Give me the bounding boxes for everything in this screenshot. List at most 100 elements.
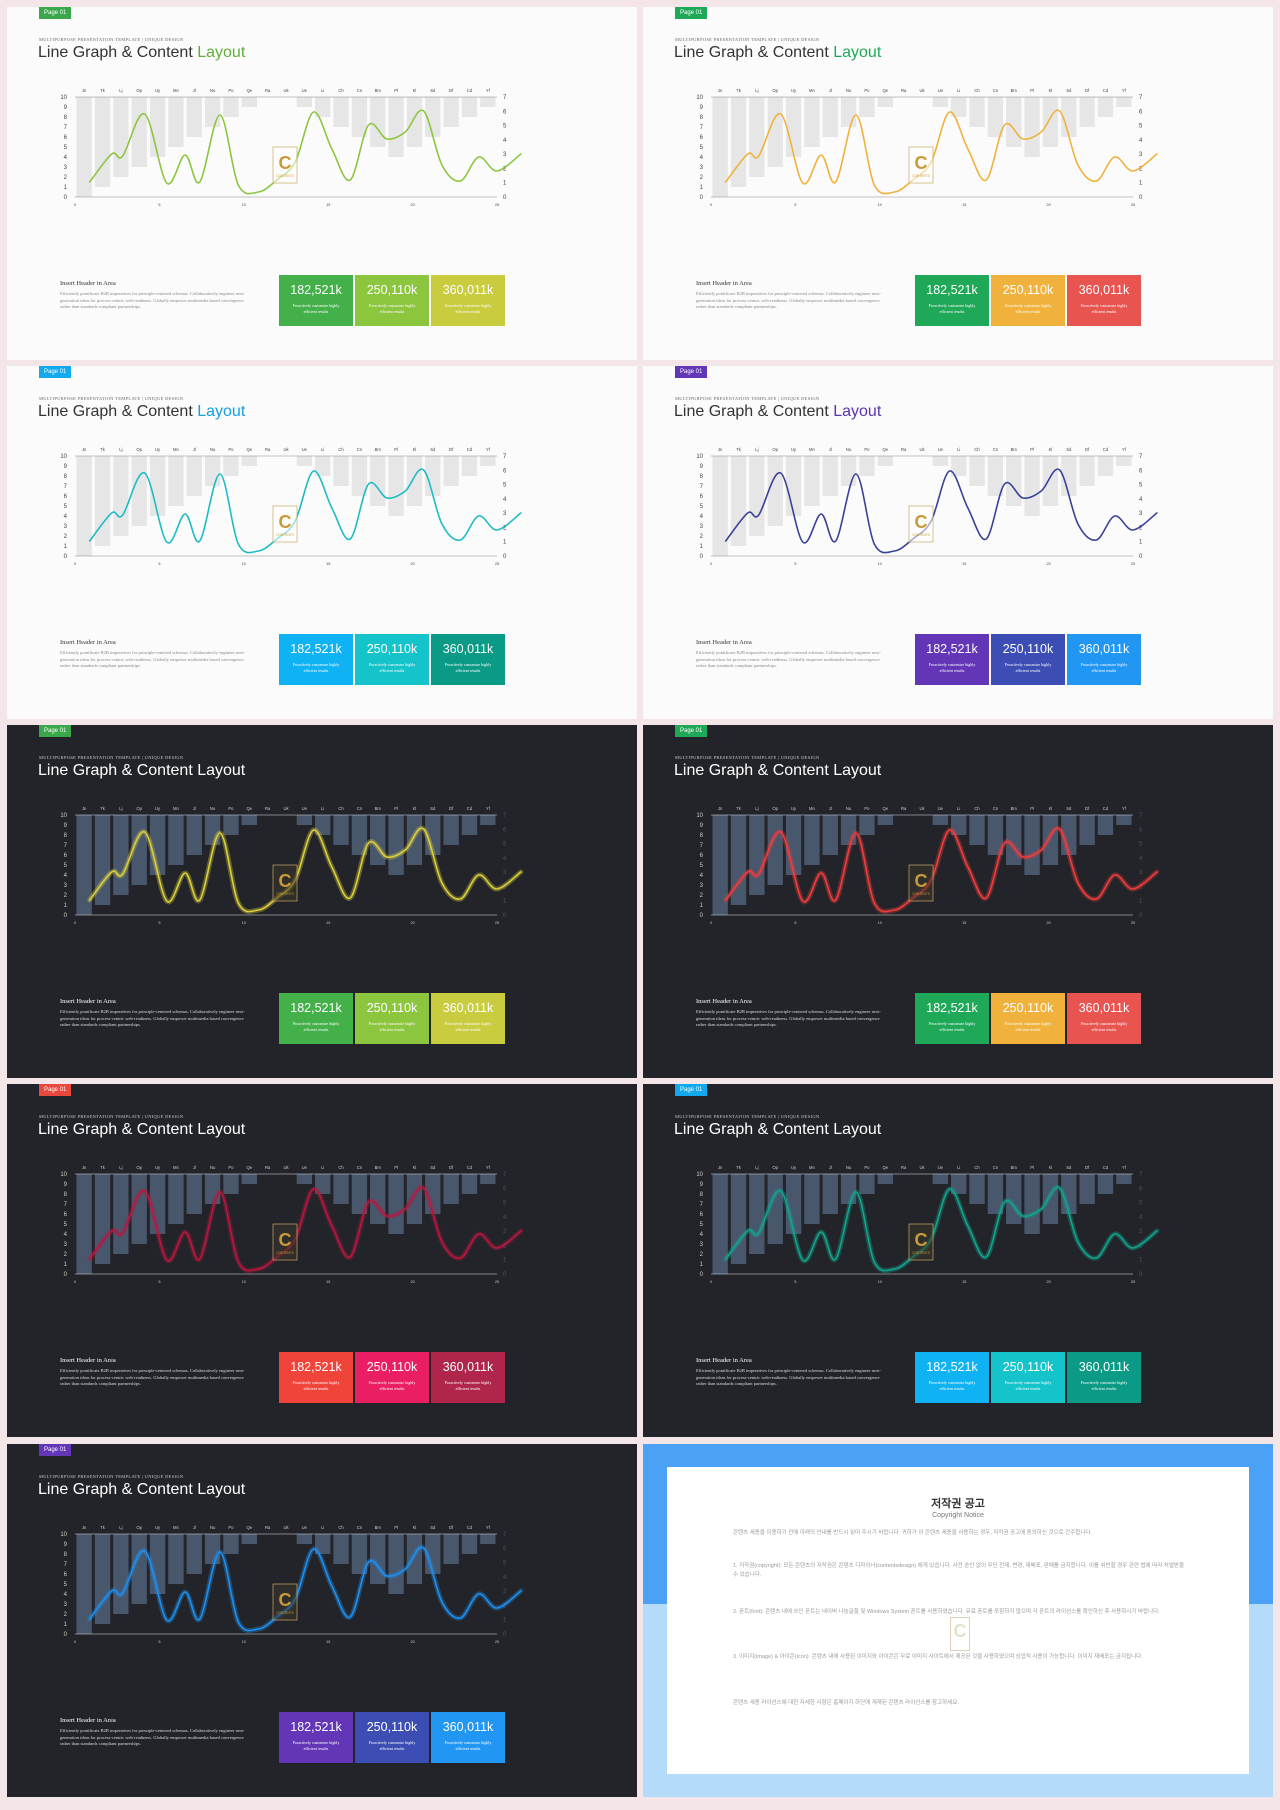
right-axis-tick: 7: [503, 95, 507, 101]
x-axis-tick: 0: [74, 921, 76, 925]
stat-caption: Proactively customize highly efficient r…: [444, 303, 492, 314]
bar-Tk: [94, 456, 111, 546]
category-label: Bm: [375, 1165, 382, 1170]
category-label: Mn: [173, 806, 179, 811]
left-axis-tick: 6: [64, 1212, 68, 1218]
category-label: Qe: [247, 447, 253, 452]
category-label: Df: [1085, 88, 1090, 93]
insert-header: Insert Header in Area: [696, 639, 752, 646]
right-axis-tick: 7: [1139, 1172, 1143, 1178]
left-axis-tick: 1: [700, 1262, 704, 1268]
stat-value: 250,110k: [1002, 642, 1054, 656]
watermark-letter: C: [279, 871, 292, 891]
category-label: Tk: [100, 806, 106, 811]
slide-title: Line Graph & Content Layout: [674, 403, 881, 421]
left-axis-tick: 9: [64, 464, 68, 470]
insert-body-text: Efficiently pontificate B2B imperatives …: [60, 650, 245, 668]
line-bar-chart: Jn Tk Lj Op Uy Mn Jl Nu Po Qe Ra Uk Ue Li Ch Cn Bm Pl Kl Sd…: [696, 1165, 1160, 1284]
category-label: Ch: [338, 88, 344, 93]
line-bar-chart: Jn Tk Lj Op Uy Mn Jl Nu Po Qe Ra Uk Ue Li Ch Cn Bm Pl Kl Sd…: [60, 806, 524, 925]
category-label: Kl: [413, 447, 417, 452]
category-label: Bm: [375, 447, 382, 452]
stat-value: 250,110k: [1002, 1001, 1054, 1015]
bar-Sd: [1061, 97, 1077, 137]
category-label: Nu: [210, 1165, 216, 1170]
bar-Yf: [480, 456, 496, 466]
category-label: Cn: [357, 1165, 363, 1170]
category-label: Po: [864, 88, 870, 93]
slide-title-accent: Layout: [197, 44, 246, 61]
category-label: Jn: [718, 1165, 723, 1170]
bar-Nu: [204, 1174, 221, 1204]
bar-Uy: [149, 815, 166, 875]
bar-Bm: [370, 97, 386, 147]
category-label: Ue: [302, 447, 308, 452]
category-label: Tk: [100, 1525, 106, 1530]
category-label: Ue: [938, 88, 944, 93]
left-axis-tick: 3: [64, 524, 68, 530]
category-label: Jn: [82, 447, 87, 452]
right-axis-tick: 0: [503, 195, 507, 201]
bar-Uy: [149, 1174, 166, 1234]
category-label: Tk: [100, 447, 106, 452]
left-axis-tick: 7: [64, 1202, 68, 1208]
bar-Po: [223, 456, 239, 476]
category-label: Qe: [247, 806, 253, 811]
x-axis-tick: 15: [326, 1280, 330, 1284]
category-label: Cn: [993, 1165, 999, 1170]
bar-Yf: [1116, 1174, 1132, 1184]
page-badge: Page 01: [39, 7, 72, 19]
right-axis-tick: 6: [1139, 468, 1143, 474]
series-line: [88, 1546, 522, 1632]
category-label: Cd: [1103, 1165, 1109, 1170]
category-label: Qe: [247, 1525, 253, 1530]
category-label: Nu: [846, 1165, 852, 1170]
category-label: Uk: [283, 1165, 289, 1170]
right-axis-tick: 7: [503, 454, 507, 460]
watermark-letter: C: [915, 1230, 928, 1250]
insert-body-text: Efficiently pontificate B2B imperatives …: [696, 1009, 881, 1027]
stat-box-1: 182,521k Proactively customize highly eff…: [279, 634, 353, 685]
category-label: Yf: [1122, 806, 1127, 811]
left-axis-tick: 4: [64, 873, 68, 879]
bar-Uy: [785, 456, 802, 516]
right-axis-tick: 1: [1139, 899, 1143, 905]
category-label: Li: [957, 1165, 960, 1170]
category-label: Ra: [265, 88, 271, 93]
x-axis-tick: 0: [74, 1640, 76, 1644]
category-label: Bm: [1011, 806, 1018, 811]
right-axis-tick: 4: [1139, 856, 1143, 862]
watermark-text: CONTENTS: [912, 174, 930, 178]
bar-Li: [315, 97, 331, 117]
watermark-letter: C: [279, 512, 292, 532]
category-label: Sd: [430, 806, 436, 811]
category-label: Jl: [829, 88, 832, 93]
category-label: Bm: [375, 1525, 382, 1530]
template-label: MULTIPURPOSE PRESENTATION TEMPLATE | UNI…: [675, 1114, 820, 1119]
left-axis-tick: 7: [64, 843, 68, 849]
bar-Cd: [1097, 1174, 1114, 1194]
category-label: Sd: [430, 88, 436, 93]
bar-Ch: [969, 815, 985, 845]
bar-Tk: [730, 456, 747, 546]
left-axis-tick: 5: [64, 504, 68, 510]
stat-caption: Proactively customize highly efficient r…: [928, 1380, 976, 1391]
insert-body-text: Efficiently pontificate B2B imperatives …: [60, 291, 245, 309]
category-label: Yf: [1122, 1165, 1127, 1170]
stat-caption: Proactively customize highly efficient r…: [1080, 1021, 1128, 1032]
x-axis-tick: 20: [410, 562, 414, 566]
stat-caption: Proactively customize highly efficient r…: [928, 1021, 976, 1032]
category-label: Op: [772, 1165, 778, 1170]
page-badge: Page 01: [675, 725, 708, 737]
bar-Pl: [1024, 1174, 1040, 1234]
category-label: Cd: [1103, 88, 1109, 93]
x-axis-tick: 0: [74, 203, 76, 207]
category-label: Df: [1085, 806, 1090, 811]
category-label: Uy: [155, 806, 161, 811]
slide-4: Page 01 MULTIPURPOSE PRESENTATION TEMPLAT…: [643, 366, 1273, 719]
stat-caption: Proactively customize highly efficient r…: [444, 1740, 492, 1751]
category-label: Po: [864, 1165, 870, 1170]
right-axis-tick: 1: [503, 1258, 507, 1264]
